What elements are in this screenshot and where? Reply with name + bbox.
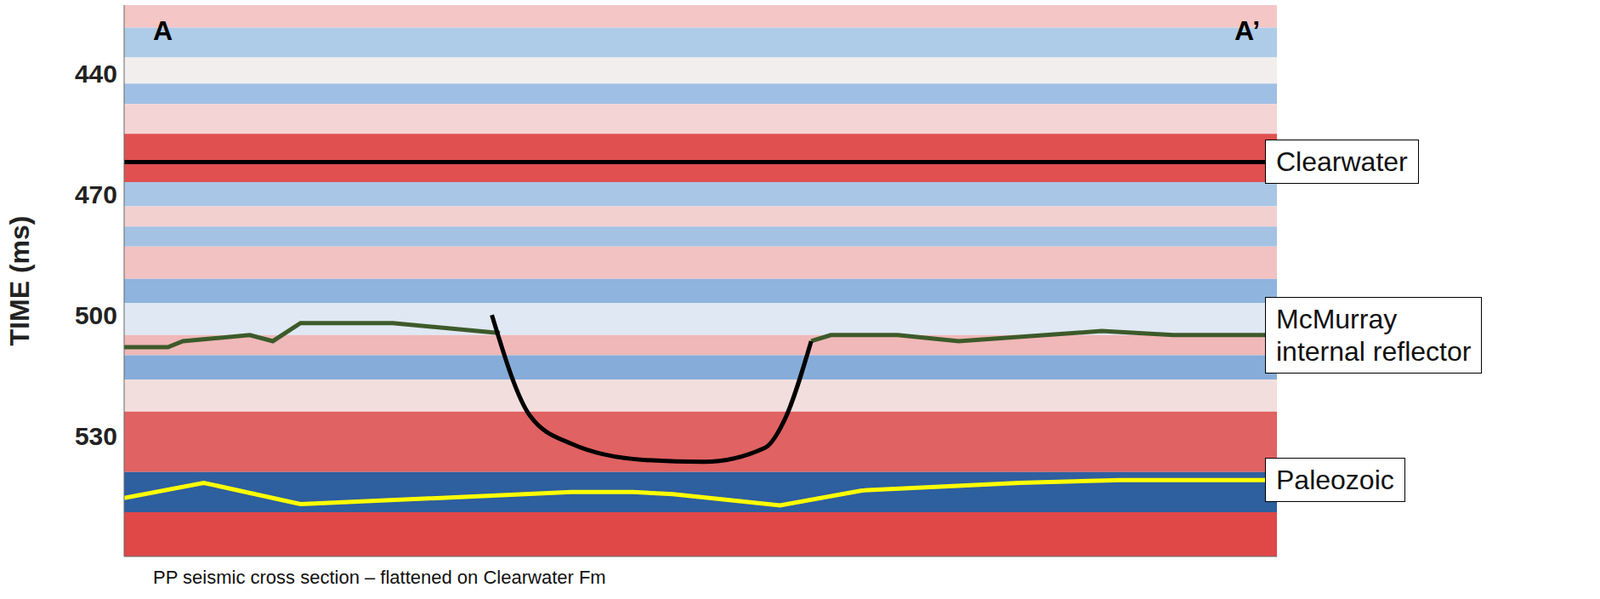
html-text:McMurray internal reflector: McMurray internal reflector [1276, 303, 1472, 367]
html-text:Clearwater: Clearwater [1276, 146, 1408, 178]
html-text:A’: A’ [1234, 15, 1261, 46]
svg-text:530: 530 [74, 421, 118, 450]
svg-text:TIME (ms): TIME (ms) [4, 215, 35, 347]
svg-text:440: 440 [74, 59, 118, 88]
svg-text:470: 470 [74, 180, 118, 209]
html-text:PP seismic cross section – fla: PP seismic cross section – flattened on … [153, 566, 606, 588]
html-text:A: A [153, 15, 173, 46]
svg-text:500: 500 [74, 300, 118, 330]
html-text:Paleozoic: Paleozoic [1276, 464, 1395, 495]
